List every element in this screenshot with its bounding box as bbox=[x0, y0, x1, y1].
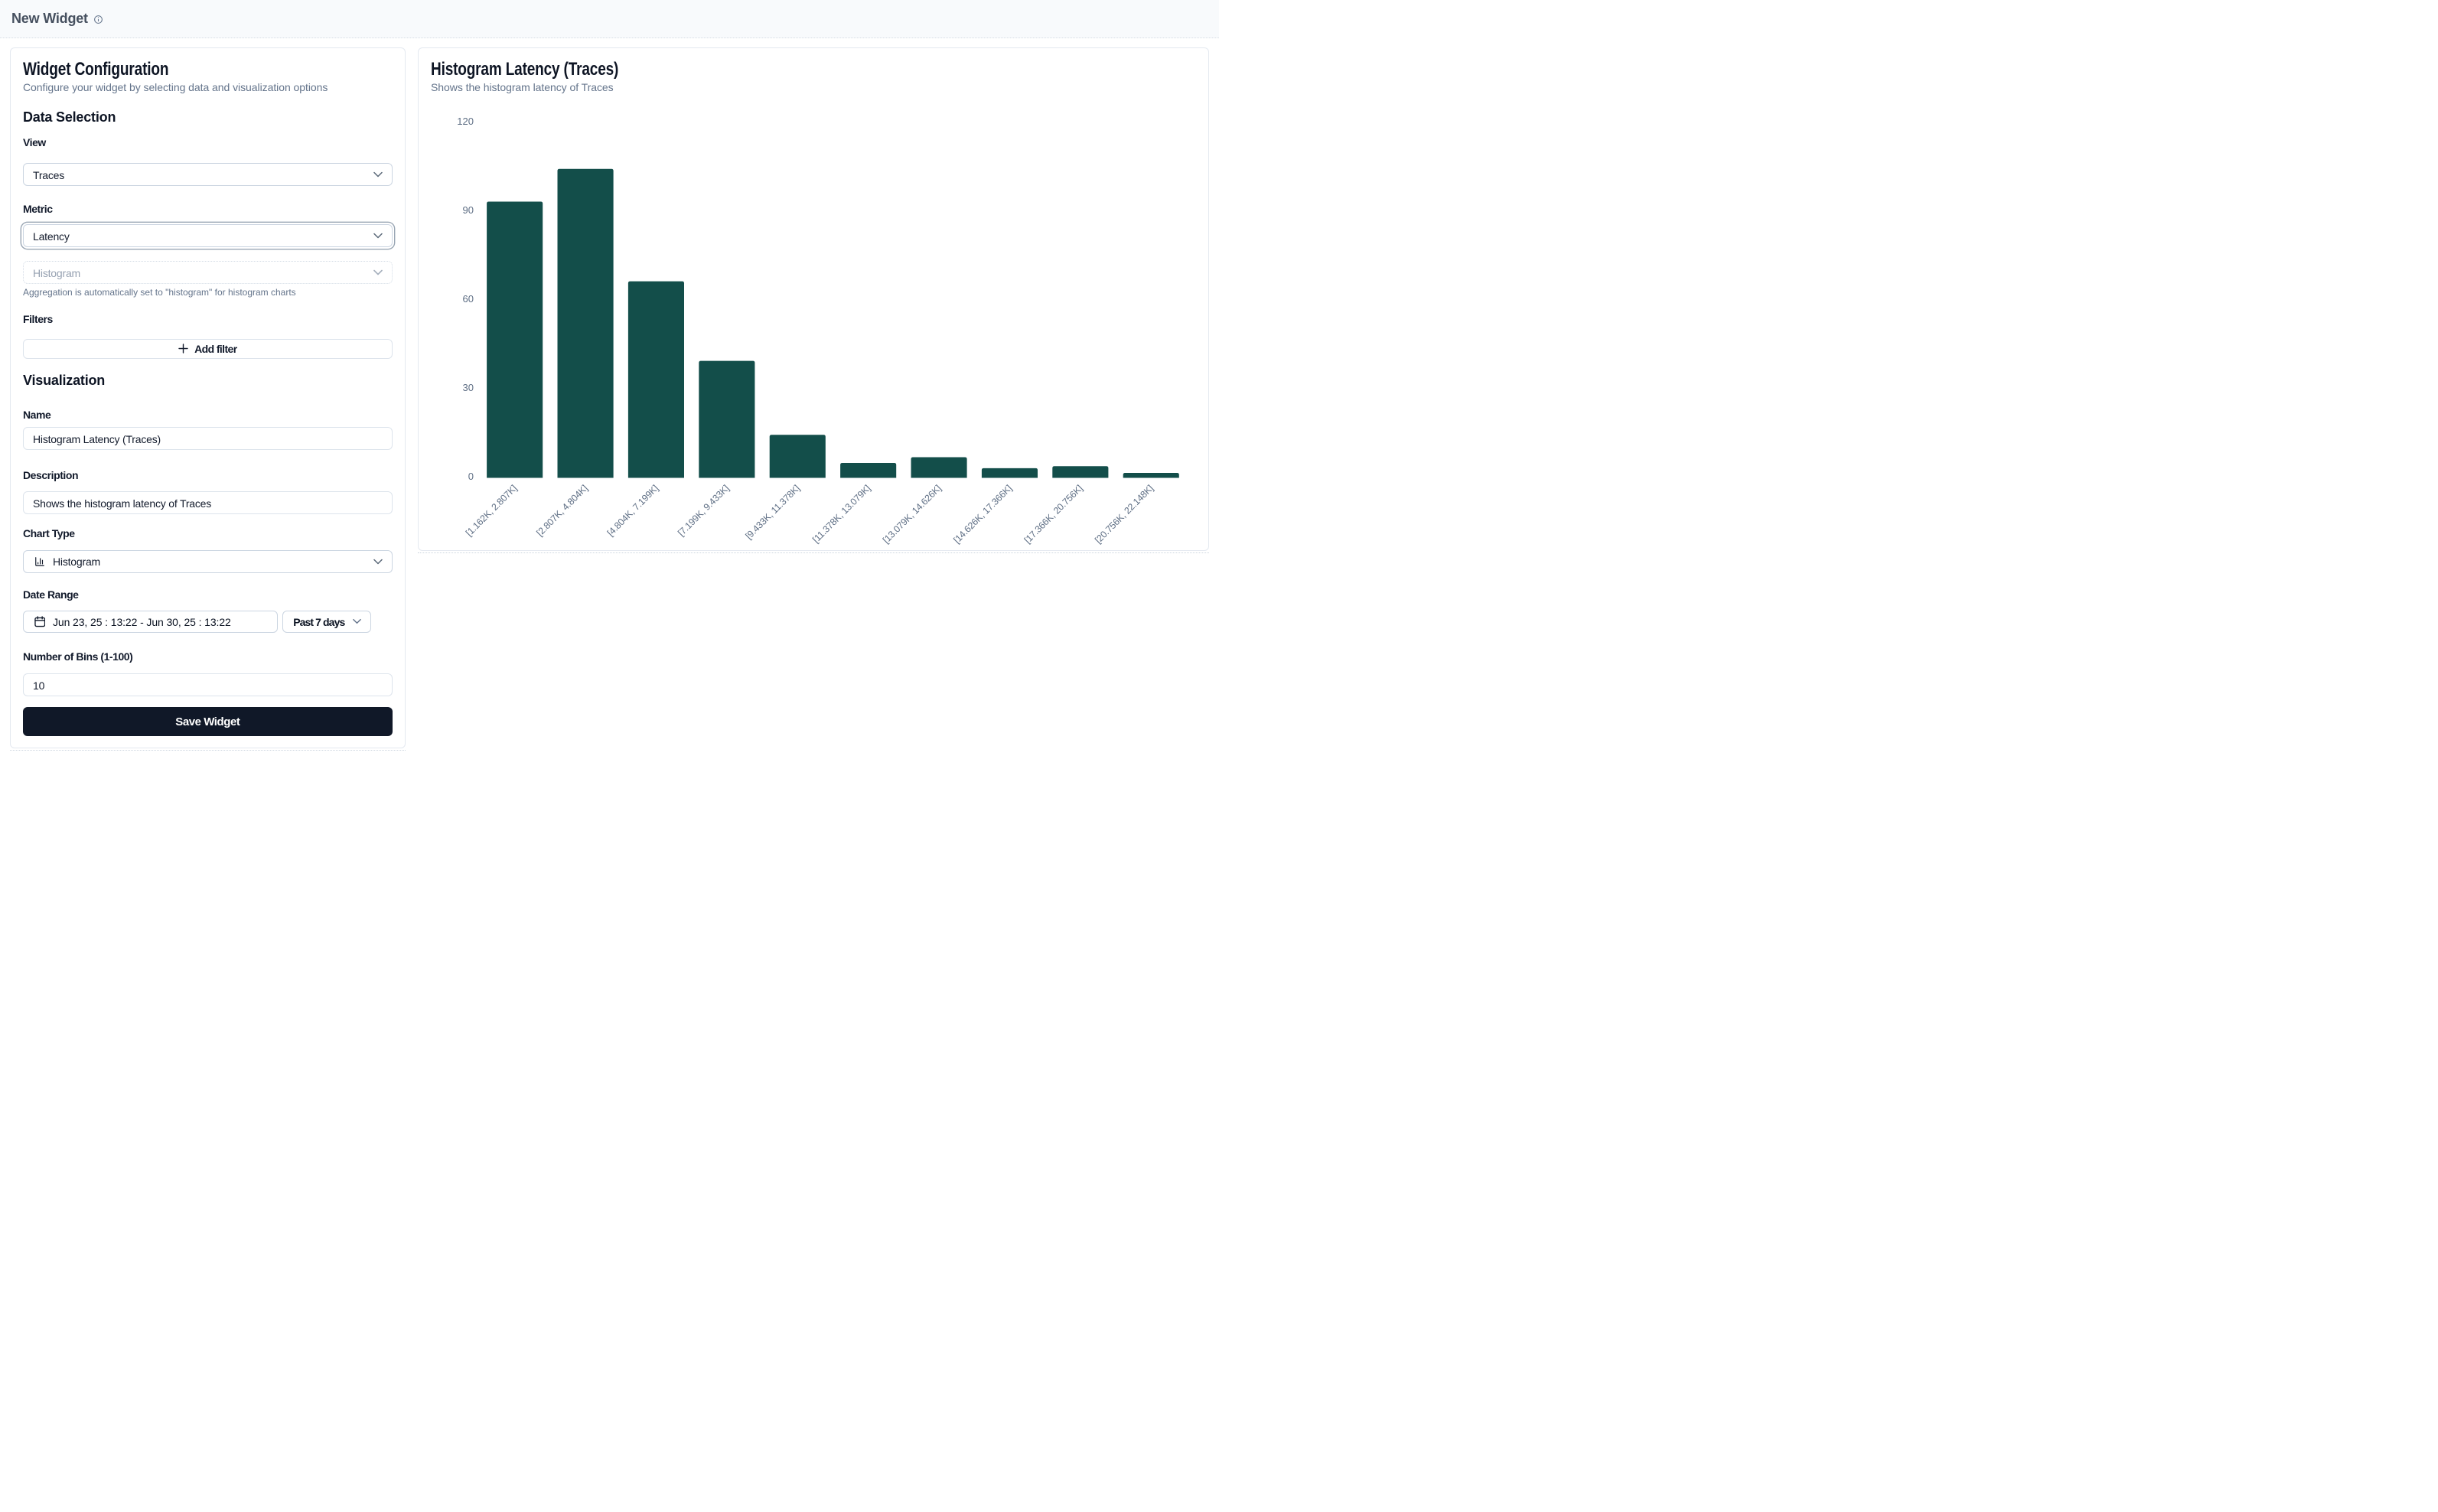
svg-text:[1.162K, 2.807K]: [1.162K, 2.807K] bbox=[464, 483, 519, 538]
svg-text:[4.804K, 7.199K]: [4.804K, 7.199K] bbox=[605, 483, 660, 538]
svg-text:120: 120 bbox=[457, 116, 474, 127]
svg-text:30: 30 bbox=[463, 382, 474, 393]
svg-text:0: 0 bbox=[468, 471, 474, 482]
svg-text:60: 60 bbox=[463, 293, 474, 305]
svg-text:[14.626K, 17.366K]: [14.626K, 17.366K] bbox=[951, 483, 1014, 546]
svg-text:[7.199K, 9.433K]: [7.199K, 9.433K] bbox=[676, 483, 731, 538]
svg-text:90: 90 bbox=[463, 204, 474, 216]
svg-text:[17.366K, 20.756K]: [17.366K, 20.756K] bbox=[1022, 483, 1085, 546]
svg-text:[11.378K, 13.079K]: [11.378K, 13.079K] bbox=[810, 483, 872, 545]
svg-text:[2.807K, 4.804K]: [2.807K, 4.804K] bbox=[534, 483, 589, 538]
svg-text:[20.756K, 22.148K]: [20.756K, 22.148K] bbox=[1093, 483, 1155, 546]
svg-text:[13.079K, 14.626K]: [13.079K, 14.626K] bbox=[881, 483, 944, 546]
svg-text:[9.433K, 11.378K]: [9.433K, 11.378K] bbox=[743, 483, 801, 541]
